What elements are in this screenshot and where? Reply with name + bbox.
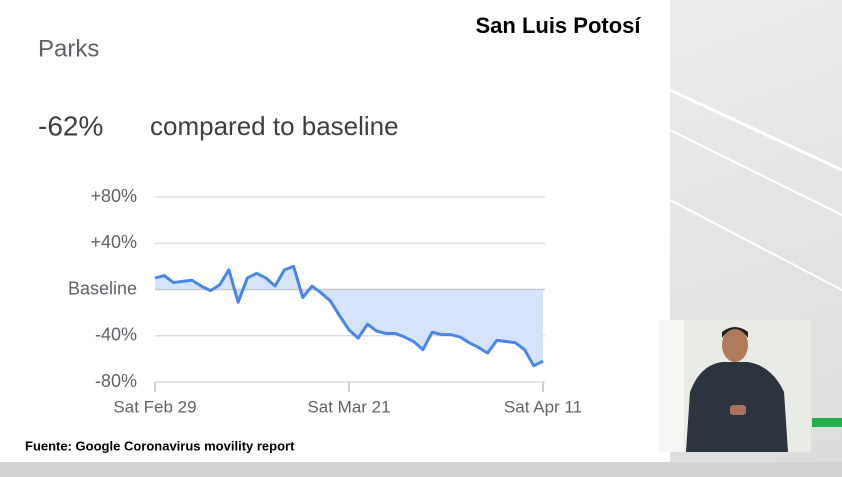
headline-value: -62% xyxy=(38,110,103,141)
x-tick-label: Sat Apr 11 xyxy=(504,397,582,416)
y-tick-label: -40% xyxy=(95,325,137,345)
y-tick-label: -80% xyxy=(95,371,137,391)
area xyxy=(155,266,543,366)
headline-text: compared to baseline xyxy=(150,111,399,141)
chart-title: Parks xyxy=(38,35,99,62)
panel xyxy=(0,0,670,462)
y-tick-label: +80% xyxy=(90,186,137,206)
line xyxy=(154,264,544,368)
y-tick-label: +40% xyxy=(90,232,137,252)
background-decor xyxy=(669,88,842,291)
source: Fuente: Google Coronavirus movility repo… xyxy=(25,438,295,453)
bottom-strip xyxy=(0,462,842,477)
video-inset xyxy=(659,320,842,452)
banner: San Luis Potosí xyxy=(475,13,641,38)
y-tick-label: Baseline xyxy=(68,278,137,298)
x-tick-label: Sat Mar 21 xyxy=(307,397,390,416)
x-tick-label: Sat Feb 29 xyxy=(113,397,196,416)
